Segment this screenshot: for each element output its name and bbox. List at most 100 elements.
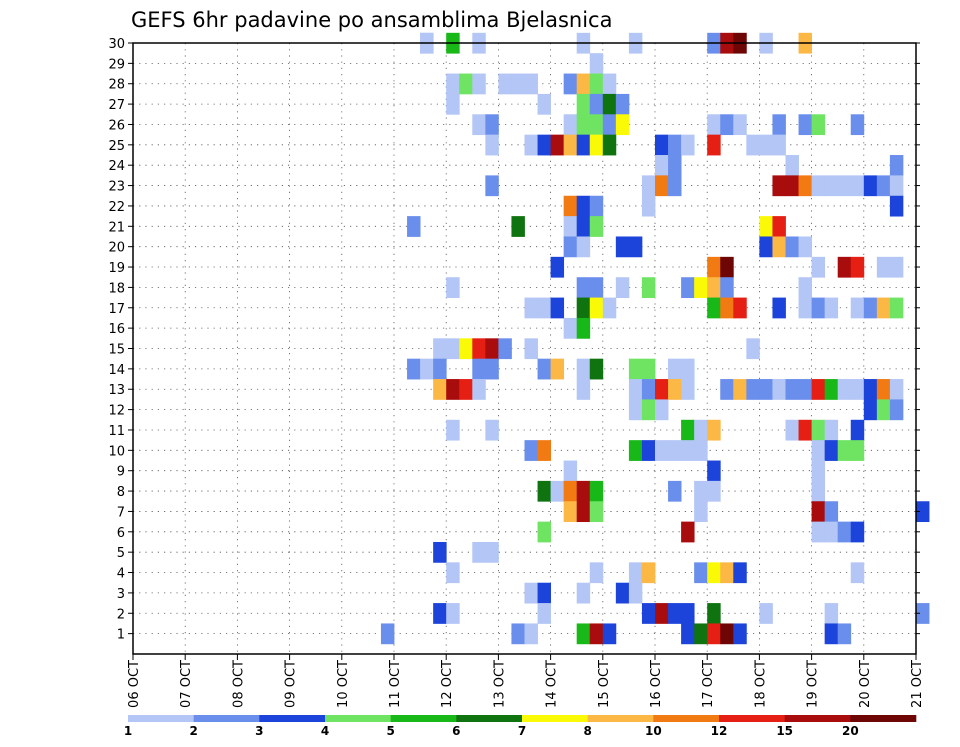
heatmap-cell [733,297,747,319]
heatmap-cell [472,379,486,400]
heatmap-cell [511,73,525,95]
heatmap-cell [524,623,538,645]
heatmap-cell [837,175,852,197]
heatmap-cell [485,338,499,360]
heatmap-cell [576,623,591,645]
heatmap-cell [785,236,799,258]
x-tick-label: 11 OCT [388,660,403,708]
heatmap-cell [811,501,826,523]
heatmap-cell [811,256,826,278]
colorbar-label: 20 [842,724,859,738]
heatmap-cell [576,582,591,604]
heatmap-cell [772,114,786,136]
heatmap-cell [772,236,786,258]
y-tick-label: 16 [108,322,125,337]
heatmap-cell [446,73,460,95]
heatmap-cell [589,93,604,115]
heatmap-cell [576,134,591,156]
heatmap-cell [628,379,643,400]
heatmap-cell [850,297,865,319]
y-tick-label: 21 [108,220,125,235]
heatmap-cell [798,419,812,441]
heatmap-cell [563,236,578,258]
x-tick-label: 20 OCT [858,660,873,708]
heatmap-cell [511,623,525,645]
heatmap-cell [602,93,617,115]
heatmap-cell [563,134,578,156]
heatmap-cell [380,623,395,645]
heatmap-cell [694,501,708,523]
x-tick-label: 17 OCT [701,660,716,708]
x-tick-label: 06 OCT [127,660,142,708]
heatmap-cell [668,480,682,502]
heatmap-cell [576,93,591,115]
heatmap-cell [641,603,656,624]
x-tick-label: 09 OCT [284,660,299,708]
heatmap-cell [876,297,891,319]
heatmap-cell [850,256,865,278]
y-tick-label: 3 [117,587,125,602]
heatmap-cell [811,440,826,461]
y-tick-label: 22 [108,200,125,215]
heatmap-cell [811,297,826,319]
heatmap-cell [524,134,538,156]
heatmap-cell [863,399,878,421]
heatmap-cell [772,175,786,197]
heatmap-cell [615,114,630,136]
heatmap-cell [772,379,786,400]
heatmap-cell [589,216,604,237]
heatmap-cell [850,562,865,584]
heatmap-cell [707,114,721,136]
heatmap-cell [798,175,812,197]
heatmap-cell [694,277,708,298]
y-tick-label: 29 [108,57,125,72]
heatmap-cell [668,358,682,380]
heatmap-cell [433,338,447,360]
heatmap-cell [798,236,812,258]
heatmap-cell [863,379,878,400]
heatmap-cell [668,175,682,197]
heatmap-cell [746,338,760,360]
heatmap-cell [850,440,865,461]
heatmap-cell [537,134,551,156]
heatmap-cell [641,440,656,461]
y-tick-label: 13 [108,383,125,398]
heatmap-cell [889,379,904,400]
heatmap-cell [641,277,656,298]
heatmap-cell [746,134,760,156]
heatmap-cell [576,317,591,339]
x-tick-label: 15 OCT [597,660,612,708]
heatmap-cell [720,623,734,645]
heatmap-cell [681,603,695,624]
heatmap-cell [524,440,538,461]
heatmap-cell [602,134,617,156]
heatmap-cell [655,399,669,421]
heatmap-cell [576,277,591,298]
heatmap-cell [668,440,682,461]
y-tick-label: 14 [108,363,125,378]
heatmap-cell [615,277,630,298]
heatmap-cell [472,541,486,563]
y-tick-label: 27 [108,98,125,113]
heatmap-cell [863,297,878,319]
colorbar-label: 4 [321,724,329,738]
heatmap-cell [628,358,643,380]
heatmap-cell [589,195,604,217]
heatmap-cell [811,175,826,197]
heatmap-cell [524,582,538,604]
y-tick-label: 18 [108,281,125,296]
heatmap-cell [641,175,656,197]
heatmap-cell [602,73,617,95]
heatmap-cell [446,93,460,115]
colorbar-label: 1 [124,724,132,738]
heatmap-cell [824,175,839,197]
heatmap-cell [576,114,591,136]
colorbar-swatch [784,715,851,722]
heatmap-cell [576,501,591,523]
heatmap-cell [446,419,460,441]
heatmap-cell [589,480,604,502]
heatmap-cell [811,419,826,441]
heatmap-cell [641,195,656,217]
heatmap-cell [824,501,839,523]
